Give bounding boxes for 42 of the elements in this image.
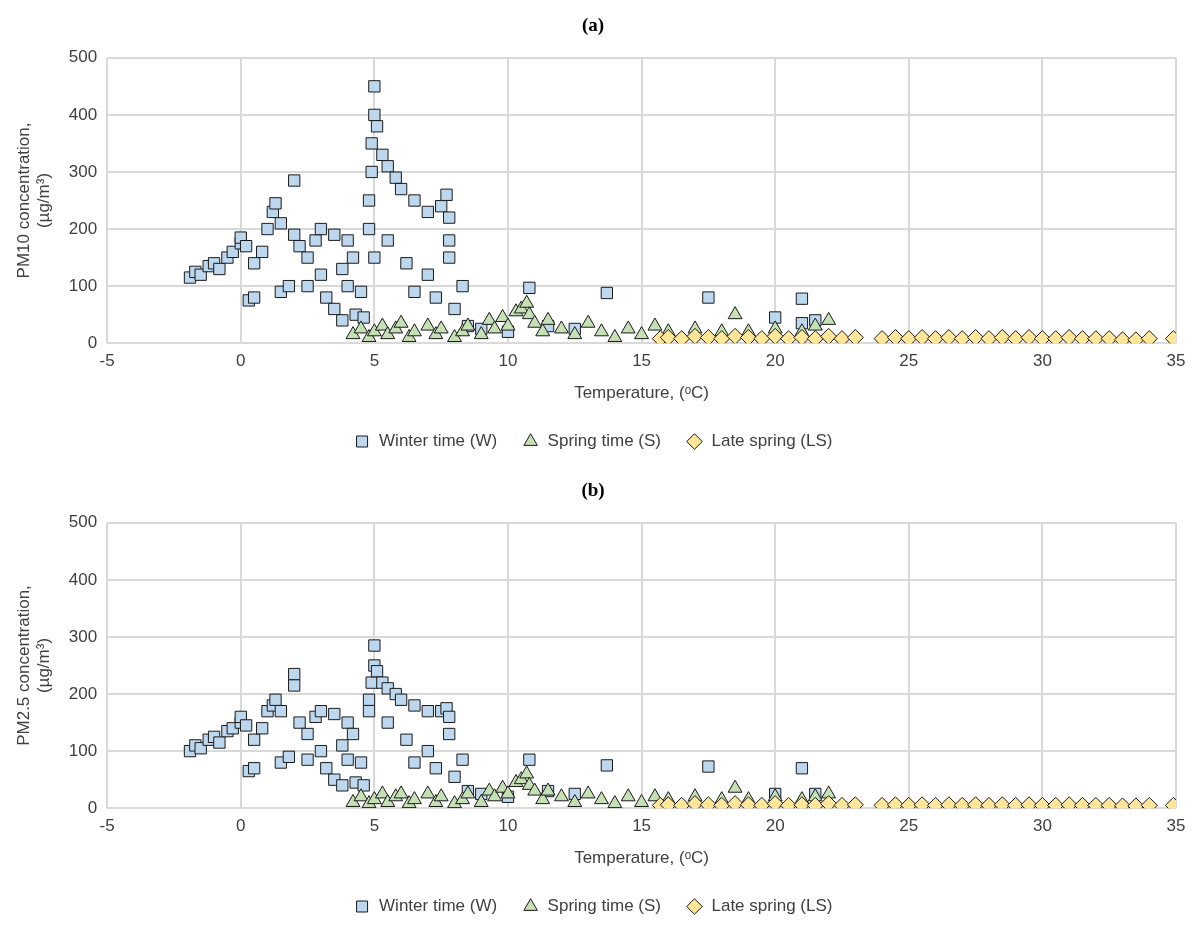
- legend-label: Winter time (W): [379, 896, 498, 916]
- x-tick-label: 30: [1032, 816, 1052, 836]
- x-tick-label: 10: [498, 351, 518, 371]
- y-tick-label: 0: [87, 332, 98, 352]
- x-tick-label: 35: [1166, 351, 1186, 371]
- y-tick-label: 300: [68, 626, 98, 646]
- x-tick-label: 30: [1032, 351, 1052, 371]
- x-tick-label: 35: [1166, 816, 1186, 836]
- x-tick-label: 0: [236, 816, 246, 836]
- y-tick-label: 0: [87, 797, 98, 817]
- x-tick-label: 0: [236, 351, 246, 371]
- x-axis-title: Temperature, (ᵒC): [574, 848, 710, 868]
- x-tick-label: 20: [765, 816, 785, 836]
- y-tick-label: 200: [68, 218, 98, 238]
- chart-title: (b): [581, 479, 605, 502]
- x-tick-label: 10: [498, 816, 518, 836]
- legend-label: Spring time (S): [547, 431, 661, 451]
- legend-label: Winter time (W): [379, 431, 498, 451]
- legend-label: Late spring (LS): [711, 896, 833, 916]
- y-tick-label: 200: [68, 683, 98, 703]
- chart-title: (a): [581, 14, 605, 37]
- x-tick-label: 25: [899, 351, 919, 371]
- x-tick-label: 15: [632, 816, 652, 836]
- x-tick-label: -5: [99, 351, 115, 371]
- x-tick-label: -5: [99, 816, 115, 836]
- x-tick-label: 5: [369, 351, 380, 371]
- legend-label: Late spring (LS): [711, 431, 833, 451]
- legend-label: Spring time (S): [547, 896, 661, 916]
- x-tick-label: 25: [899, 816, 919, 836]
- y-tick-label: 400: [68, 104, 98, 124]
- y-axis-title: PM2.5 concentration, (µg/m³): [13, 585, 54, 746]
- y-tick-label: 100: [68, 740, 98, 760]
- y-axis-title: PM10 concentration, (µg/m³): [13, 122, 54, 279]
- x-tick-label: 15: [632, 351, 652, 371]
- y-tick-label: 300: [68, 161, 98, 181]
- y-tick-label: 400: [68, 569, 98, 589]
- y-tick-label: 500: [68, 47, 98, 67]
- x-tick-label: 5: [369, 816, 380, 836]
- y-tick-label: 500: [68, 512, 98, 532]
- y-tick-label: 100: [68, 275, 98, 295]
- x-tick-label: 20: [765, 351, 785, 371]
- x-axis-title: Temperature, (ᵒC): [574, 383, 710, 403]
